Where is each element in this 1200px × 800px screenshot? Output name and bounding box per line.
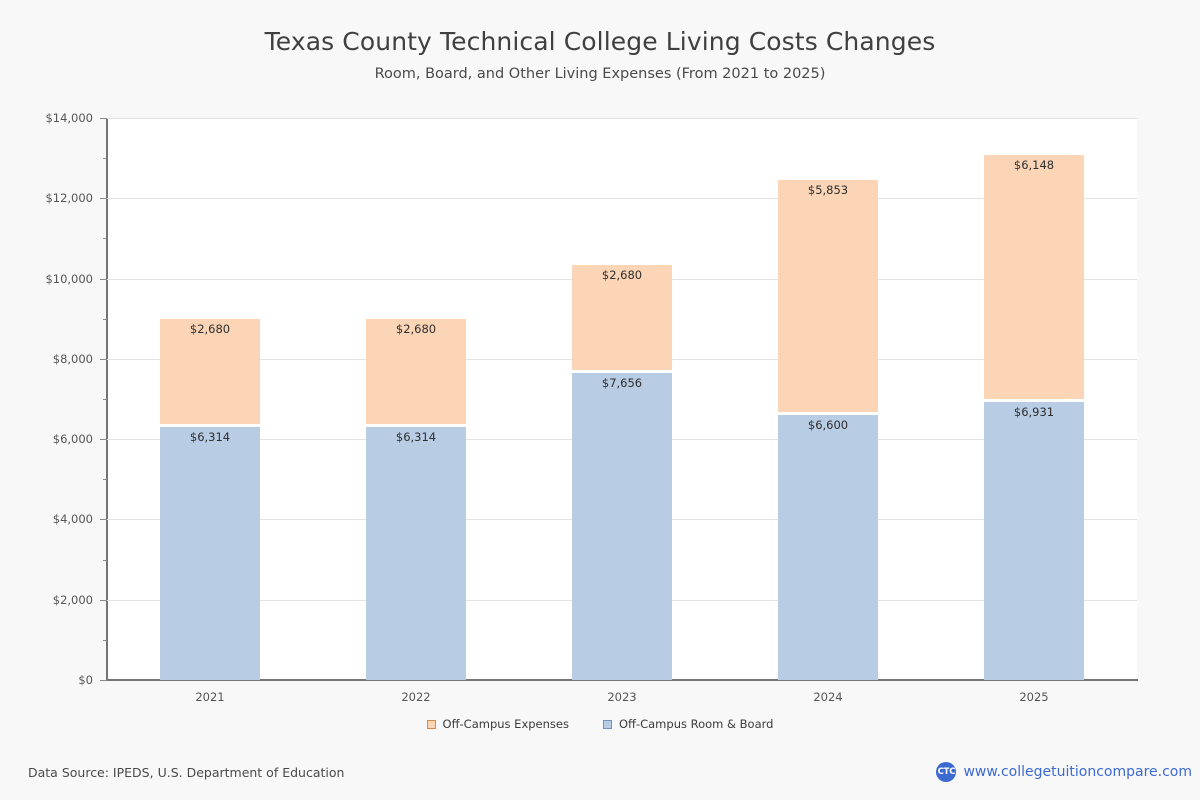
bar-segment-room-board[interactable]: $6,314 bbox=[160, 426, 260, 680]
ctc-logo-icon: CTC bbox=[936, 762, 957, 782]
y-axis-tick-label: $12,000 bbox=[45, 191, 93, 206]
y-axis-tick-label: $2,000 bbox=[52, 592, 93, 607]
y-axis-tick-label: $10,000 bbox=[45, 271, 93, 286]
chart-legend: Off-Campus Expenses Off-Campus Room & Boa… bbox=[0, 717, 1200, 731]
bar-value-label: $6,314 bbox=[395, 429, 437, 444]
y-axis-tick-label: $14,000 bbox=[45, 111, 93, 125]
chart-plot-area: $0 $2,000 $4,000 $6,000 $8,000 $10,000 $12,000… bbox=[45, 111, 1138, 704]
bar-value-label: $2,680 bbox=[601, 268, 643, 283]
bar-segment-expenses[interactable]: $5,853 bbox=[778, 180, 878, 413]
y-tick-major bbox=[100, 680, 107, 681]
y-tick-major bbox=[100, 278, 107, 280]
data-source-text: Data Source: IPEDS, U.S. Department of E… bbox=[28, 765, 345, 780]
bar-group: $6,314 $2,680 bbox=[366, 118, 466, 680]
bar-value-label: $5,853 bbox=[807, 183, 849, 198]
legend-item[interactable]: Off-Campus Expenses bbox=[426, 717, 569, 731]
bar-group: $6,600 $5,853 bbox=[778, 118, 878, 680]
page-title: Texas County Technical College Living Co… bbox=[264, 27, 936, 56]
x-axis-tick-label: 2025 bbox=[1019, 690, 1049, 704]
gridline bbox=[107, 198, 1137, 200]
bar-segment-expenses[interactable]: $2,680 bbox=[572, 265, 672, 370]
y-tick-minor bbox=[103, 158, 107, 160]
site-link[interactable]: CTC www.collegetuitioncompare.com bbox=[936, 762, 1192, 782]
y-tick-minor bbox=[103, 399, 107, 400]
bar-value-label: $6,314 bbox=[189, 429, 231, 444]
x-axis-tick-label: 2022 bbox=[401, 690, 431, 704]
y-axis-tick-label: $4,000 bbox=[52, 512, 93, 527]
x-axis-tick-label: 2024 bbox=[813, 690, 843, 704]
bar-value-label: $7,656 bbox=[601, 375, 643, 390]
y-tick-minor bbox=[103, 318, 107, 320]
y-axis-tick-label: $0 bbox=[78, 673, 93, 687]
bar-group: $6,314 $2,680 bbox=[160, 118, 260, 680]
legend-item[interactable]: Off-Campus Room & Board bbox=[602, 717, 774, 731]
y-tick-major bbox=[100, 519, 107, 521]
y-tick-major bbox=[100, 198, 107, 200]
y-tick-major bbox=[100, 439, 107, 441]
legend-item-label: Off-Campus Expenses bbox=[442, 717, 569, 731]
bar-segment-expenses[interactable]: $2,680 bbox=[366, 318, 466, 424]
bar-segment-room-board[interactable]: $6,931 bbox=[984, 401, 1084, 680]
bar-segment-expenses[interactable]: $2,680 bbox=[160, 318, 260, 424]
y-axis-tick-label: $8,000 bbox=[52, 351, 93, 366]
bar-segment-expenses[interactable]: $6,148 bbox=[984, 154, 1084, 399]
site-url-text: www.collegetuitioncompare.com bbox=[963, 764, 1192, 780]
y-tick-minor bbox=[103, 238, 107, 240]
chart-footer: Data Source: IPEDS, U.S. Department of E… bbox=[0, 760, 1200, 800]
y-axis-tick-label: $6,000 bbox=[52, 432, 93, 447]
y-axis-line bbox=[106, 118, 108, 680]
y-tick-minor bbox=[103, 639, 107, 641]
y-tick-minor bbox=[103, 479, 107, 481]
bar-segment-room-board[interactable]: $7,656 bbox=[572, 372, 672, 680]
legend-item-label: Off-Campus Room & Board bbox=[618, 717, 774, 731]
y-tick-major bbox=[100, 118, 107, 119]
bar-segment-room-board[interactable]: $6,314 bbox=[366, 426, 466, 680]
x-axis-tick-label: 2023 bbox=[607, 690, 637, 704]
x-axis-line bbox=[106, 679, 1138, 681]
chart-header: Texas County Technical College Living Co… bbox=[0, 0, 1200, 82]
y-tick-major bbox=[100, 599, 107, 601]
bar-group: $6,931 $6,148 bbox=[984, 118, 1084, 680]
bar-value-label: $6,148 bbox=[1013, 157, 1055, 172]
bar-value-label: $6,600 bbox=[807, 418, 849, 433]
bar-segment-room-board[interactable]: $6,600 bbox=[778, 415, 878, 680]
y-tick-minor bbox=[103, 559, 107, 561]
legend-swatch-icon bbox=[602, 719, 612, 729]
bar-group: $7,656 $2,680 bbox=[572, 118, 672, 680]
x-axis-tick-label: 2021 bbox=[195, 690, 225, 704]
gridline bbox=[107, 118, 1137, 119]
y-tick-major bbox=[100, 358, 107, 360]
chart-subtitle: Room, Board, and Other Living Expenses (… bbox=[374, 65, 826, 82]
bar-value-label: $6,931 bbox=[1013, 404, 1055, 419]
bar-value-label: $2,680 bbox=[395, 321, 437, 336]
bar-value-label: $2,680 bbox=[189, 321, 231, 336]
legend-swatch-icon bbox=[426, 719, 436, 729]
